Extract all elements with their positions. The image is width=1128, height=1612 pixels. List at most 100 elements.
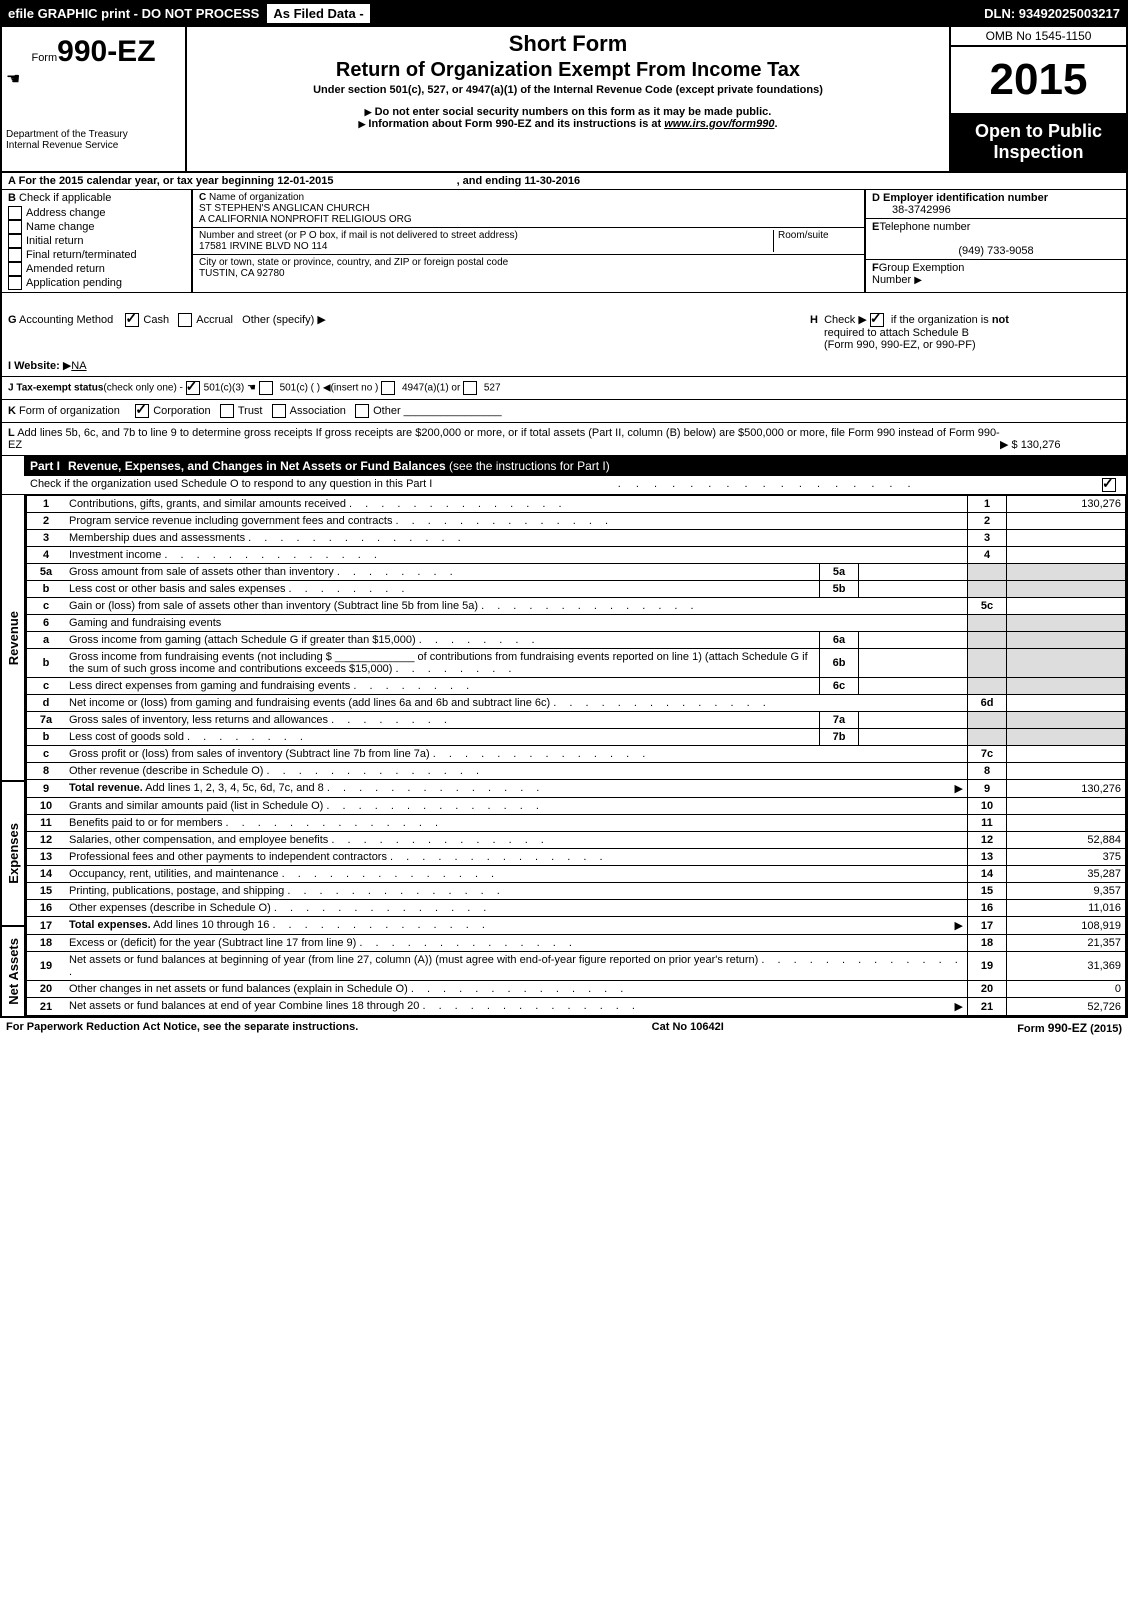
chk-initial-return[interactable] [8,234,22,248]
g-label: G [8,314,17,326]
chk-trust[interactable] [220,404,234,418]
amt-num-shaded [968,729,1007,746]
title-column: Short Form Return of Organization Exempt… [187,27,949,171]
grp-label1: Group Exemption [879,262,965,274]
form-container: efile GRAPHIC print - DO NOT PROCESS As … [0,0,1128,1018]
line-number: 2 [27,513,66,530]
amt-value: 11,016 [1007,900,1126,917]
chk-4947[interactable] [381,381,395,395]
table-row: 18Excess or (deficit) for the year (Subt… [27,935,1126,952]
line-desc: Other expenses (describe in Schedule O) … [65,900,968,917]
table-row: 7aGross sales of inventory, less returns… [27,712,1126,729]
table-row: 2Program service revenue including gover… [27,513,1126,530]
b-item-4: Amended return [26,263,105,275]
org-name-1: ST STEPHEN'S ANGLICAN CHURCH [199,203,370,214]
row-a-text1: For the 2015 calendar year, or tax year … [19,175,278,187]
amt-number: 10 [968,798,1007,815]
chk-h[interactable] [870,313,884,327]
sub-line-value [859,712,968,729]
amt-value: 108,919 [1007,917,1126,935]
line-desc: Gain or (loss) from sale of assets other… [65,598,968,615]
sub-line-value [859,581,968,598]
column-b: B Check if applicable Address change Nam… [2,190,193,292]
line-number: 21 [27,998,66,1016]
footer-left: For Paperwork Reduction Act Notice, see … [6,1021,358,1035]
line-number: 13 [27,849,66,866]
amt-number: 18 [968,935,1007,952]
amt-number: 12 [968,832,1007,849]
table-row: 21Net assets or fund balances at end of … [27,998,1126,1016]
chk-501c3[interactable] [186,381,200,395]
sub-line-number: 5b [820,581,859,598]
chk-accrual[interactable] [178,313,192,327]
row-a-end: 11-30-2016 [524,175,580,187]
table-row: cGross profit or (loss) from sales of in… [27,746,1126,763]
amt-value [1007,530,1126,547]
row-a: A For the 2015 calendar year, or tax yea… [2,173,1126,190]
chk-address-change[interactable] [8,206,22,220]
b-item-3: Final return/terminated [26,249,137,261]
sub-line-number: 6c [820,678,859,695]
sub-line-number: 6b [820,649,859,678]
table-row: bGross income from fundraising events (n… [27,649,1126,678]
amt-number: 8 [968,763,1007,780]
sub-line-value [859,678,968,695]
table-row: 15Printing, publications, postage, and s… [27,883,1126,900]
line-number: 4 [27,547,66,564]
amt-value: 0 [1007,981,1126,998]
irs-link[interactable]: www.irs.gov/form990 [664,118,774,130]
chk-final-return[interactable] [8,248,22,262]
form-word: Form [31,52,57,64]
k-trust: Trust [238,405,263,417]
chk-name-change[interactable] [8,220,22,234]
main-title: Return of Organization Exempt From Incom… [195,59,941,82]
amt-num-shaded [968,712,1007,729]
amt-value: 9,357 [1007,883,1126,900]
amt-number: 1 [968,496,1007,513]
chk-527[interactable] [463,381,477,395]
amt-value [1007,695,1126,712]
table-row: 16Other expenses (describe in Schedule O… [27,900,1126,917]
amt-number: 4 [968,547,1007,564]
line-number: 11 [27,815,66,832]
as-filed-text: As Filed Data - [265,2,371,25]
row-l: L Add lines 5b, 6c, and 7b to line 9 to … [2,423,1126,456]
addr-value: 17581 IRVINE BLVD NO 114 [199,241,327,252]
amt-val-shaded [1007,581,1126,598]
k-form-org: Form of organization [19,405,120,417]
part1-title: Revenue, Expenses, and Changes in Net As… [68,459,446,473]
room-label: Room/suite [778,230,829,241]
chk-app-pending[interactable] [8,276,22,290]
chk-cash[interactable] [125,313,139,327]
line-number: 8 [27,763,66,780]
amt-number: 21 [968,998,1007,1016]
website-value: NA [71,360,86,372]
l-label: L [8,427,15,439]
chk-amended[interactable] [8,262,22,276]
line-desc: Less direct expenses from gaming and fun… [65,678,820,695]
table-row: bLess cost or other basis and sales expe… [27,581,1126,598]
chk-schedule-o[interactable] [1102,478,1116,492]
chk-assoc[interactable] [272,404,286,418]
b-title: Check if applicable [19,192,111,204]
sub-line-number: 5a [820,564,859,581]
line-number: b [27,649,66,678]
line-desc: Benefits paid to or for members . . . . … [65,815,968,832]
row-g-h: G Accounting Method Cash Accrual Other (… [2,293,1126,355]
h-text3: required to attach Schedule B [824,327,969,339]
j-opt1: 501(c)(3) [204,383,245,394]
part-label: Part I [30,459,68,473]
line-number: 15 [27,883,66,900]
table-row: 19Net assets or fund balances at beginni… [27,952,1126,981]
chk-corp[interactable] [135,404,149,418]
chk-other-org[interactable] [355,404,369,418]
column-c: C Name of organization ST STEPHEN'S ANGL… [193,190,864,292]
line-desc: Gaming and fundraising events [65,615,968,632]
part1-checkline-text: Check if the organization used Schedule … [30,478,432,492]
amt-value: 31,369 [1007,952,1126,981]
chk-501c[interactable] [259,381,273,395]
line-number: 10 [27,798,66,815]
line-number: 5a [27,564,66,581]
table-row: 13Professional fees and other payments t… [27,849,1126,866]
line-desc: Salaries, other compensation, and employ… [65,832,968,849]
